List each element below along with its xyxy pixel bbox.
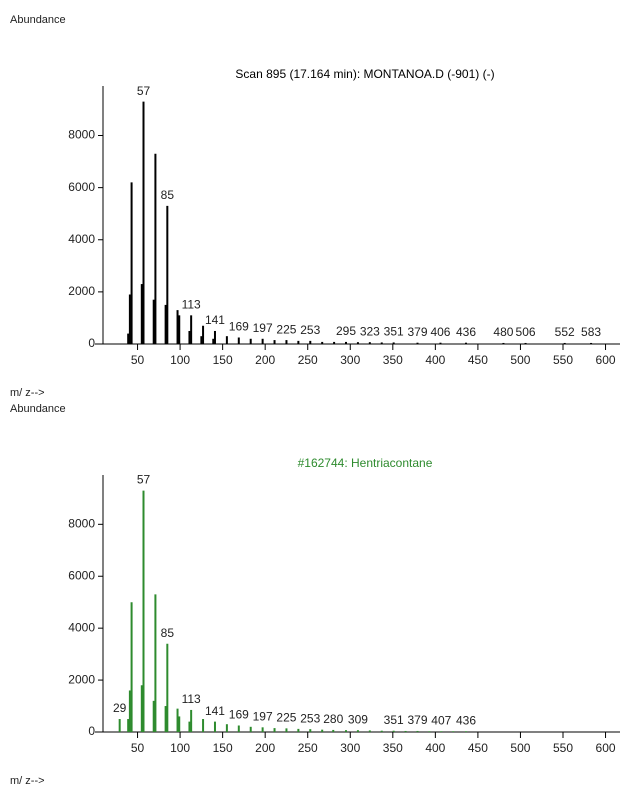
x-tick-label: 200 (255, 741, 275, 755)
peak-label: 225 (276, 322, 296, 336)
x-axis-label: m/ z--> (10, 775, 45, 787)
y-tick-label: 8000 (68, 516, 95, 530)
peak-label: 436 (456, 325, 476, 339)
y-axis-label: Abundance (10, 403, 66, 415)
y-tick-label: 4000 (68, 620, 95, 634)
peak-label: 113 (182, 692, 201, 706)
x-tick-label: 300 (340, 741, 360, 755)
y-tick-label: 0 (88, 336, 95, 350)
peak-label: 141 (205, 704, 225, 718)
y-tick-label: 2000 (68, 672, 95, 686)
x-tick-label: 500 (510, 741, 530, 755)
x-tick-label: 250 (298, 741, 318, 755)
peak-label: 197 (253, 709, 273, 723)
x-tick-label: 50 (131, 741, 145, 755)
chart-title: Scan 895 (17.164 min): MONTANOA.D (-901)… (235, 67, 494, 81)
x-tick-label: 600 (596, 741, 616, 755)
x-tick-label: 300 (340, 353, 360, 367)
y-tick-label: 2000 (68, 284, 95, 298)
peak-label: 552 (555, 325, 575, 339)
x-tick-label: 200 (255, 353, 275, 367)
peak-label: 583 (581, 325, 601, 339)
peak-label: 506 (516, 325, 536, 339)
peak-label: 323 (360, 324, 380, 338)
peak-label: 85 (161, 626, 175, 640)
peak-label: 169 (229, 320, 249, 334)
peak-label: 141 (205, 313, 225, 327)
peak-label: 280 (323, 712, 343, 726)
x-tick-label: 150 (213, 741, 233, 755)
peak-label: 295 (336, 324, 356, 338)
peak-label: 309 (348, 712, 368, 726)
peak-label: 85 (161, 188, 175, 202)
x-tick-label: 350 (383, 741, 403, 755)
y-tick-label: 8000 (68, 128, 95, 142)
peak-label: 406 (430, 325, 450, 339)
x-tick-label: 150 (213, 353, 233, 367)
peak-label: 379 (407, 713, 427, 727)
peak-label: 480 (493, 325, 513, 339)
peak-label: 169 (229, 708, 249, 722)
y-tick-label: 6000 (68, 568, 95, 582)
peak-label: 57 (137, 473, 151, 487)
y-tick-label: 6000 (68, 180, 95, 194)
peak-label: 253 (300, 323, 320, 337)
chart-title: #162744: Hentriacontane (298, 456, 433, 470)
x-tick-label: 450 (468, 741, 488, 755)
peak-label: 113 (182, 298, 201, 312)
peak-label: 197 (253, 321, 273, 335)
x-tick-label: 50 (131, 353, 145, 367)
x-tick-label: 400 (425, 353, 445, 367)
peak-label: 351 (384, 325, 404, 339)
x-tick-label: 400 (425, 741, 445, 755)
peak-label: 351 (384, 713, 404, 727)
x-tick-label: 100 (170, 353, 190, 367)
x-tick-label: 450 (468, 353, 488, 367)
x-tick-label: 350 (383, 353, 403, 367)
peak-label: 253 (300, 711, 320, 725)
x-tick-label: 100 (170, 741, 190, 755)
y-tick-label: 0 (88, 724, 95, 738)
x-axis-label: m/ z--> (10, 387, 45, 399)
x-tick-label: 550 (553, 353, 573, 367)
peak-label: 407 (431, 713, 451, 727)
peak-label: 225 (276, 711, 296, 725)
y-tick-label: 4000 (68, 232, 95, 246)
x-tick-label: 250 (298, 353, 318, 367)
peak-label: 57 (137, 84, 151, 98)
peak-label: 379 (407, 325, 427, 339)
x-tick-label: 550 (553, 741, 573, 755)
peak-label: 29 (113, 701, 127, 715)
x-tick-label: 600 (596, 353, 616, 367)
y-axis-label: Abundance (10, 14, 66, 26)
x-tick-label: 500 (510, 353, 530, 367)
peak-label: 436 (456, 713, 476, 727)
